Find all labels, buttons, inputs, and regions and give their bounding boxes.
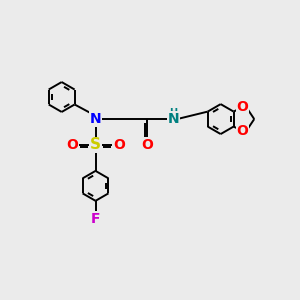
Text: O: O [66,138,78,152]
Text: O: O [236,124,248,138]
Text: F: F [91,212,100,226]
Text: N: N [90,112,101,126]
Text: S: S [90,137,101,152]
Text: O: O [141,138,153,152]
Text: H: H [169,108,177,118]
Text: N: N [167,112,179,126]
Text: O: O [236,100,248,114]
Text: O: O [113,138,125,152]
